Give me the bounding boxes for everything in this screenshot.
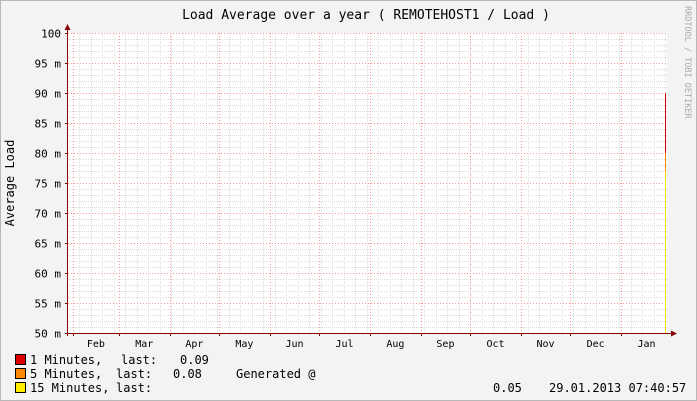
y-tick-label: 60 m xyxy=(35,268,62,281)
y-tick-label: 75 m xyxy=(35,178,62,191)
x-tick-label: Dec xyxy=(587,339,605,350)
y-tick-label: 50 m xyxy=(35,328,62,341)
legend-last-label-15min: last: xyxy=(116,381,153,395)
legend-swatch-5min xyxy=(15,368,26,379)
legend-name-5min: 5 Minutes, xyxy=(30,367,103,381)
y-tick-labels: 50 m 55 m 60 m 65 m 70 m 75 m 80 m 85 m 90 m 95 m… xyxy=(35,28,62,341)
legend-name-15min: 15 Minutes, xyxy=(30,381,110,395)
legend-swatch-1min xyxy=(15,354,26,365)
x-tick-label: Jul xyxy=(335,339,353,350)
legend-last-label-5min: last: xyxy=(116,367,153,381)
y-axis-label: Average Load xyxy=(3,140,17,227)
legend-last-value-1min: 0.09 xyxy=(180,353,209,367)
x-tick-label: Sep xyxy=(436,339,454,350)
x-tick-label: Mar xyxy=(135,339,153,350)
watermark: RRDTOOL / TOBI OETIKER xyxy=(682,6,692,119)
x-tick-label: Oct xyxy=(486,339,504,350)
x-axis-arrow xyxy=(671,330,677,337)
legend-name-1min: 1 Minutes, xyxy=(30,353,103,367)
x-tick-label: Feb xyxy=(87,339,105,350)
x-tick-label: May xyxy=(235,339,253,350)
x-tick-label: Apr xyxy=(185,339,203,350)
legend-last-value-15min: 0.05 xyxy=(493,381,522,395)
legend-last-label-1min: last: xyxy=(121,353,158,367)
y-tick-label: 90 m xyxy=(35,88,62,101)
x-tick-labels: Feb Mar Apr May Jun Jul Aug Sep Oct Nov Dec Jan xyxy=(87,339,656,350)
x-tick-label: Jan xyxy=(637,339,655,350)
x-tick-label: Aug xyxy=(386,339,404,350)
y-tick-label: 55 m xyxy=(35,298,62,311)
y-tick-label: 85 m xyxy=(35,118,62,131)
generated-time: 29.01.2013 07:40:57 xyxy=(549,381,687,395)
y-tick-label: 95 m xyxy=(35,58,62,71)
legend-last-value-5min: 0.08 xyxy=(173,367,202,381)
legend-swatch-15min xyxy=(15,382,26,393)
y-tick-label: 100 xyxy=(41,28,61,41)
x-tick-label: Nov xyxy=(537,339,555,350)
generated-label: Generated @ xyxy=(236,367,316,381)
axes xyxy=(64,24,677,337)
y-tick-label: 65 m xyxy=(35,238,62,251)
y-axis-arrow xyxy=(64,24,71,30)
chart-title: Load Average over a year ( REMOTEHOST1 /… xyxy=(182,8,550,23)
y-tick-label: 70 m xyxy=(35,208,62,221)
major-grid xyxy=(68,33,667,333)
x-tick-label: Jun xyxy=(285,339,303,350)
y-tick-label: 80 m xyxy=(35,148,62,161)
